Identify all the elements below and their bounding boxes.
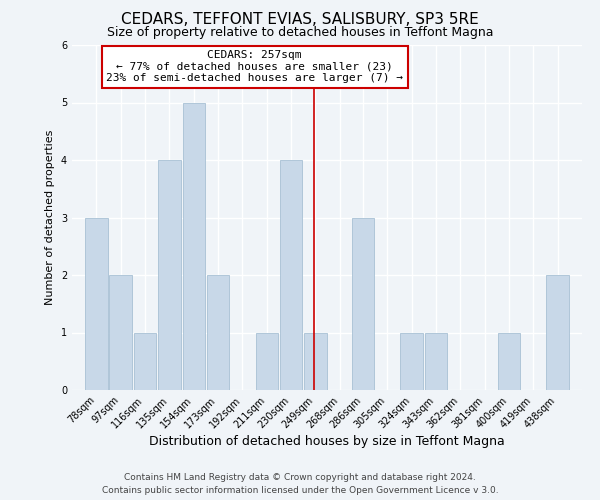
Bar: [207, 275, 229, 390]
Bar: [280, 160, 302, 390]
Bar: [158, 160, 181, 390]
Bar: [109, 275, 132, 390]
X-axis label: Distribution of detached houses by size in Teffont Magna: Distribution of detached houses by size …: [149, 435, 505, 448]
Bar: [256, 332, 278, 390]
Y-axis label: Number of detached properties: Number of detached properties: [46, 130, 55, 305]
Bar: [498, 332, 520, 390]
Text: Contains HM Land Registry data © Crown copyright and database right 2024.
Contai: Contains HM Land Registry data © Crown c…: [101, 473, 499, 495]
Bar: [134, 332, 156, 390]
Bar: [182, 102, 205, 390]
Bar: [352, 218, 374, 390]
Text: CEDARS, TEFFONT EVIAS, SALISBURY, SP3 5RE: CEDARS, TEFFONT EVIAS, SALISBURY, SP3 5R…: [121, 12, 479, 28]
Bar: [85, 218, 107, 390]
Text: Size of property relative to detached houses in Teffont Magna: Size of property relative to detached ho…: [107, 26, 493, 39]
Bar: [425, 332, 447, 390]
Bar: [400, 332, 423, 390]
Bar: [304, 332, 326, 390]
Bar: [547, 275, 569, 390]
Text: CEDARS: 257sqm
← 77% of detached houses are smaller (23)
23% of semi-detached ho: CEDARS: 257sqm ← 77% of detached houses …: [106, 50, 403, 84]
